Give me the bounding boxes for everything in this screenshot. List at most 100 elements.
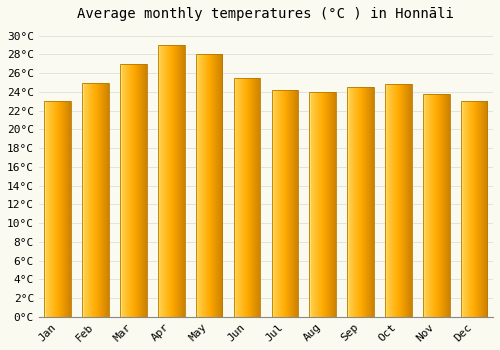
Bar — [482, 101, 484, 317]
Bar — [400, 84, 402, 317]
Bar — [444, 94, 445, 317]
Bar — [82, 83, 109, 317]
Bar — [278, 90, 279, 317]
Bar — [324, 92, 326, 317]
Bar — [394, 84, 396, 317]
Bar — [256, 78, 257, 317]
Bar — [144, 64, 145, 317]
Bar — [318, 92, 320, 317]
Bar — [56, 101, 58, 317]
Bar — [234, 78, 236, 317]
Bar — [468, 101, 469, 317]
Bar — [328, 92, 329, 317]
Bar — [352, 87, 353, 317]
Bar — [207, 54, 208, 317]
Bar — [449, 94, 450, 317]
Bar — [124, 64, 125, 317]
Bar — [407, 84, 408, 317]
Bar — [275, 90, 276, 317]
Bar — [44, 101, 71, 317]
Bar — [486, 101, 488, 317]
Bar — [464, 101, 465, 317]
Bar — [120, 64, 121, 317]
Bar — [181, 45, 182, 317]
Bar — [166, 45, 167, 317]
Bar — [170, 45, 172, 317]
Bar — [448, 94, 449, 317]
Bar — [404, 84, 405, 317]
Bar — [213, 54, 214, 317]
Bar — [310, 92, 311, 317]
Bar — [105, 83, 106, 317]
Bar — [423, 94, 450, 317]
Bar — [45, 101, 46, 317]
Bar — [392, 84, 394, 317]
Bar — [472, 101, 473, 317]
Bar — [277, 90, 278, 317]
Bar — [486, 101, 487, 317]
Bar — [243, 78, 244, 317]
Bar — [389, 84, 390, 317]
Bar — [484, 101, 486, 317]
Bar — [108, 83, 109, 317]
Bar — [398, 84, 400, 317]
Bar — [354, 87, 355, 317]
Bar — [67, 101, 68, 317]
Bar — [172, 45, 173, 317]
Bar — [101, 83, 102, 317]
Bar — [362, 87, 364, 317]
Bar — [55, 101, 56, 317]
Bar — [364, 87, 366, 317]
Bar — [356, 87, 357, 317]
Bar — [429, 94, 430, 317]
Bar — [320, 92, 322, 317]
Bar — [142, 64, 144, 317]
Bar — [255, 78, 256, 317]
Bar — [478, 101, 479, 317]
Bar — [197, 54, 198, 317]
Bar — [332, 92, 334, 317]
Bar — [326, 92, 327, 317]
Bar — [129, 64, 130, 317]
Bar — [366, 87, 368, 317]
Bar — [475, 101, 476, 317]
Bar — [365, 87, 366, 317]
Bar — [99, 83, 100, 317]
Bar — [168, 45, 169, 317]
Bar — [52, 101, 54, 317]
Bar — [196, 54, 197, 317]
Bar — [324, 92, 325, 317]
Bar — [196, 54, 222, 317]
Bar — [273, 90, 274, 317]
Bar — [53, 101, 54, 317]
Bar — [172, 45, 174, 317]
Bar — [178, 45, 180, 317]
Bar — [83, 83, 84, 317]
Bar — [235, 78, 236, 317]
Bar — [358, 87, 360, 317]
Bar — [371, 87, 372, 317]
Bar — [251, 78, 252, 317]
Bar — [359, 87, 360, 317]
Bar — [236, 78, 238, 317]
Bar — [461, 101, 462, 317]
Bar — [326, 92, 328, 317]
Bar — [94, 83, 95, 317]
Bar — [427, 94, 428, 317]
Bar — [200, 54, 202, 317]
Bar — [134, 64, 135, 317]
Bar — [246, 78, 247, 317]
Bar — [92, 83, 93, 317]
Bar — [436, 94, 437, 317]
Bar — [387, 84, 388, 317]
Bar — [138, 64, 140, 317]
Bar — [403, 84, 404, 317]
Bar — [437, 94, 438, 317]
Bar — [399, 84, 400, 317]
Bar — [446, 94, 447, 317]
Bar — [312, 92, 313, 317]
Bar — [474, 101, 475, 317]
Bar — [125, 64, 126, 317]
Bar — [426, 94, 427, 317]
Bar — [100, 83, 101, 317]
